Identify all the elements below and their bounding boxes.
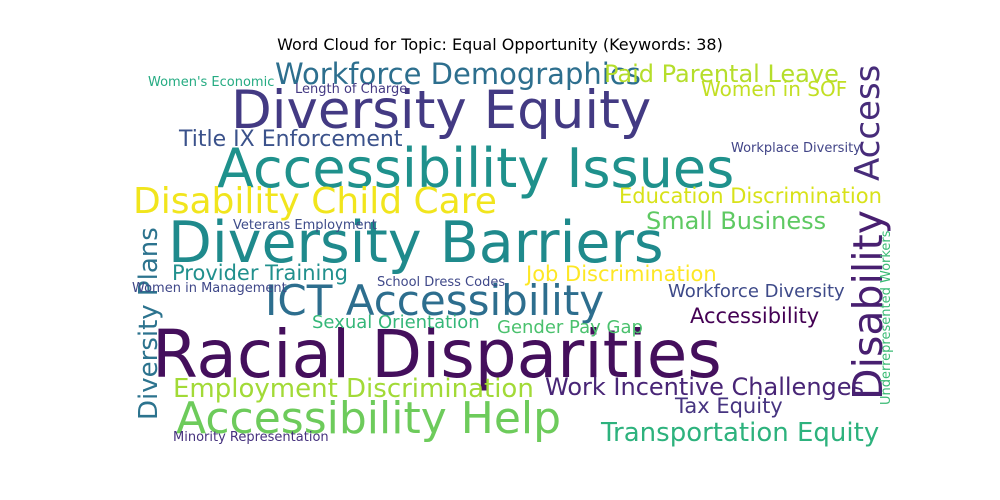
word-underrepresented-workers: Underrepresented Workers	[879, 230, 894, 405]
word-women-in-management: Women in Management	[132, 281, 287, 296]
word-gender-pay-gap: Gender Pay Gap	[497, 317, 643, 338]
word-provider-training: Provider Training	[172, 261, 348, 285]
word-accessibility-help: Accessibility Help	[176, 393, 562, 444]
word-minority-representation: Minority Representation	[173, 430, 329, 445]
word-workforce-diversity: Workforce Diversity	[668, 281, 845, 302]
word-education-discrimination: Education Discrimination	[619, 184, 882, 208]
word-school-dress-codes: School Dress Codes	[377, 275, 506, 290]
word-job-discrimination: Job Discrimination	[526, 262, 717, 286]
word-accessibility-issues: Accessibility Issues	[217, 137, 735, 200]
word-ict-accessibility: ICT Accessibility	[265, 276, 605, 325]
word-transportation-equity: Transportation Equity	[601, 418, 880, 448]
word-disability-child-care: Disability Child Care	[133, 181, 497, 222]
word-length-of-charge: Length of Charge	[295, 82, 408, 97]
word-diversity-equity: Diversity Equity	[231, 80, 652, 141]
word-tax-equity: Tax Equity	[675, 394, 783, 418]
word-work-incentive-challenges: Work Incentive Challenges	[545, 373, 865, 401]
chart-title: Word Cloud for Topic: Equal Opportunity …	[277, 35, 723, 54]
word-paid-parental-leave: Paid Parental Leave	[604, 60, 839, 88]
word-workplace-diversity: Workplace Diversity	[731, 141, 861, 156]
word-accessibility: Accessibility	[690, 304, 820, 328]
word-diversity-barriers: Diversity Barriers	[168, 210, 664, 276]
word-veterans-employment: Veterans Employment	[233, 218, 377, 233]
word-cloud: Racial Disparities Diversity Barriers Acce…	[125, 57, 900, 448]
word-racial-disparities: Racial Disparities	[152, 316, 722, 393]
word-small-business: Small Business	[646, 207, 827, 235]
word-workforce-demographics: Workforce Demographics	[275, 57, 641, 91]
word-sexual-orientation: Sexual Orientation	[312, 312, 480, 333]
word-access: Access	[848, 64, 888, 181]
word-women-s-economic: Women's Economic	[148, 75, 275, 90]
word-title-ix-enforcement: Title IX Enforcement	[179, 127, 403, 152]
word-employment-discrimination: Employment Discrimination	[173, 374, 534, 404]
word-women-in-sof: Women in SOF	[701, 77, 848, 101]
word-diversity-plans: Diversity Plans	[134, 227, 164, 420]
